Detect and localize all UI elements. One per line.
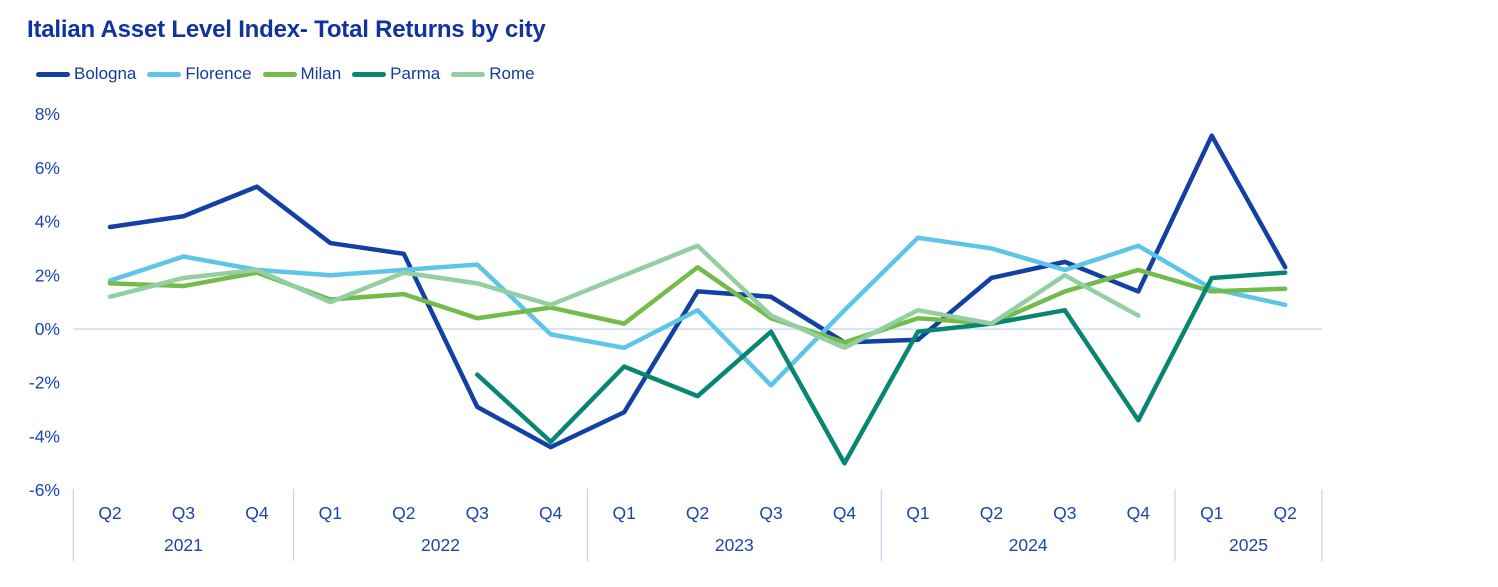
legend-dash-icon bbox=[262, 71, 297, 77]
x-tick-label: Q1 bbox=[319, 503, 342, 523]
x-tick-label: Q4 bbox=[1127, 503, 1151, 523]
year-label: 2021 bbox=[164, 535, 203, 555]
legend-dash-icon bbox=[352, 71, 387, 77]
series-line-bologna bbox=[107, 133, 1288, 450]
series-line-parma bbox=[475, 270, 1288, 466]
y-tick-label: -4% bbox=[29, 426, 60, 446]
chart-legend: Bologna Florence Milan Parma Rome bbox=[36, 64, 535, 84]
x-tick-label: Q4 bbox=[539, 503, 563, 523]
x-tick-label: Q2 bbox=[1274, 503, 1297, 523]
year-label: 2024 bbox=[1009, 535, 1048, 555]
year-label: 2023 bbox=[715, 535, 754, 555]
legend-label: Rome bbox=[489, 64, 535, 83]
x-tick-label: Q1 bbox=[1200, 503, 1223, 523]
legend-item-bologna: Bologna bbox=[36, 64, 136, 84]
y-tick-label: 2% bbox=[35, 265, 60, 285]
x-tick-label: Q2 bbox=[686, 503, 709, 523]
x-tick-label: Q4 bbox=[245, 503, 269, 523]
y-tick-label: 6% bbox=[35, 158, 60, 178]
y-tick-label: 4% bbox=[35, 212, 60, 232]
legend-dash-icon bbox=[451, 71, 486, 77]
legend-dash-icon bbox=[36, 71, 70, 77]
legend-label: Milan bbox=[300, 64, 342, 83]
x-tick-label: Q1 bbox=[906, 503, 929, 523]
legend-item-rome: Rome bbox=[451, 64, 535, 84]
x-tick-label: Q3 bbox=[759, 503, 782, 523]
legend-item-milan: Milan bbox=[262, 64, 342, 84]
y-tick-label: -2% bbox=[29, 373, 60, 393]
legend-label: Florence bbox=[185, 64, 252, 83]
y-tick-label: 0% bbox=[35, 319, 60, 339]
legend-dash-icon bbox=[147, 71, 182, 77]
x-tick-label: Q2 bbox=[392, 503, 415, 523]
legend-label: Bologna bbox=[74, 64, 137, 83]
x-tick-label: Q3 bbox=[466, 503, 489, 523]
x-tick-label: Q2 bbox=[98, 503, 121, 523]
legend-label: Parma bbox=[390, 64, 441, 83]
x-tick-label: Q4 bbox=[833, 503, 857, 523]
series-line-rome bbox=[107, 243, 1141, 351]
x-tick-label: Q3 bbox=[172, 503, 195, 523]
legend-item-parma: Parma bbox=[352, 64, 440, 84]
year-label: 2025 bbox=[1229, 535, 1268, 555]
x-tick-label: Q3 bbox=[1053, 503, 1076, 523]
x-tick-label: Q2 bbox=[980, 503, 1003, 523]
series-line-milan bbox=[107, 264, 1288, 345]
legend-item-florence: Florence bbox=[147, 64, 252, 84]
y-tick-label: 8% bbox=[35, 104, 60, 124]
year-label: 2022 bbox=[421, 535, 460, 555]
x-tick-label: Q1 bbox=[612, 503, 635, 523]
series-line-florence bbox=[107, 235, 1288, 388]
chart-title: Italian Asset Level Index- Total Returns… bbox=[27, 16, 546, 43]
y-tick-label: -6% bbox=[29, 480, 60, 500]
